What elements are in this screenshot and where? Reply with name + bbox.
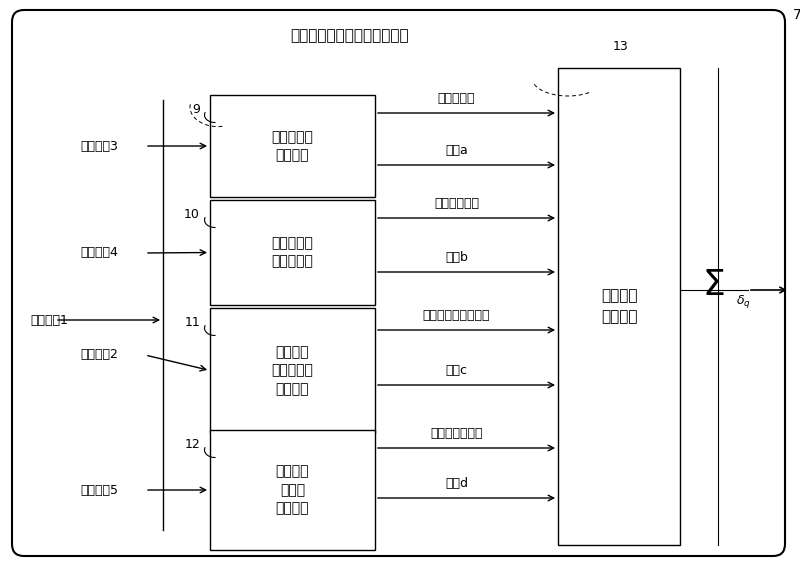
- Text: 双二阶累积
量处理单元: 双二阶累积 量处理单元: [271, 236, 314, 269]
- Text: 索引b: 索引b: [445, 251, 468, 264]
- Text: 估计误差协方差矩阵处理单元: 估计误差协方差矩阵处理单元: [290, 28, 409, 43]
- Text: 索引a: 索引a: [445, 144, 468, 157]
- Text: 四阶噪声累积量: 四阶噪声累积量: [430, 427, 482, 440]
- Text: 索引d: 索引d: [445, 477, 468, 490]
- Text: $\delta_q$: $\delta_q$: [736, 294, 751, 311]
- Text: 双二阶累积量: 双二阶累积量: [434, 197, 479, 210]
- Text: 7: 7: [793, 8, 800, 22]
- Text: 四阶累积量: 四阶累积量: [438, 92, 475, 105]
- Text: 索引c: 索引c: [446, 364, 467, 377]
- Text: 10: 10: [184, 208, 200, 221]
- Text: 13: 13: [613, 40, 629, 53]
- Text: 9: 9: [192, 103, 200, 116]
- Text: 四阶累积量
处理单元: 四阶累积量 处理单元: [271, 130, 314, 162]
- Text: 输入参数1: 输入参数1: [30, 314, 68, 327]
- FancyBboxPatch shape: [210, 95, 375, 197]
- Text: 二阶噪声混合累积量: 二阶噪声混合累积量: [422, 309, 490, 322]
- Text: 输入参数3: 输入参数3: [80, 139, 118, 152]
- Text: 输入参数2: 输入参数2: [80, 349, 118, 362]
- Text: 四阶噪声
累积量
处理单元: 四阶噪声 累积量 处理单元: [276, 465, 310, 516]
- Text: 输入参数5: 输入参数5: [80, 483, 118, 496]
- Text: 12: 12: [184, 438, 200, 451]
- FancyBboxPatch shape: [558, 68, 680, 545]
- FancyBboxPatch shape: [210, 430, 375, 550]
- FancyBboxPatch shape: [12, 10, 785, 556]
- Text: 二阶噪声
混合累积量
处理单元: 二阶噪声 混合累积量 处理单元: [271, 345, 314, 396]
- Text: 11: 11: [184, 316, 200, 329]
- Text: 输入参数4: 输入参数4: [80, 247, 118, 259]
- FancyBboxPatch shape: [210, 200, 375, 305]
- FancyBboxPatch shape: [210, 308, 375, 433]
- Text: 周期分块
处理单元: 周期分块 处理单元: [601, 289, 638, 324]
- Text: $\Sigma$: $\Sigma$: [702, 268, 724, 302]
